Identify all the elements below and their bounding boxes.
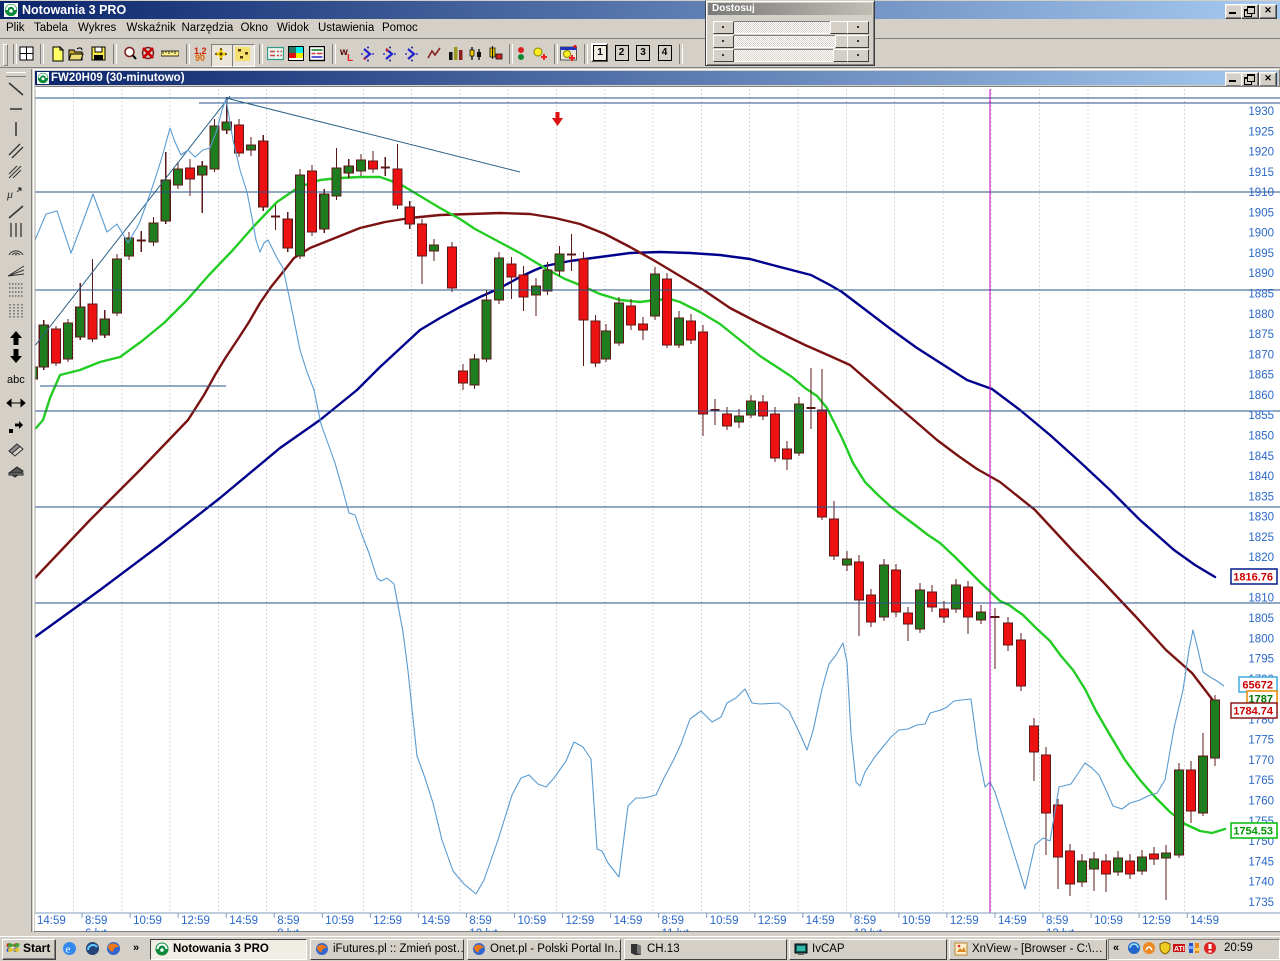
svg-text:1825: 1825 <box>1248 532 1274 544</box>
svg-text:1865: 1865 <box>1248 370 1274 382</box>
svg-text:12:59: 12:59 <box>758 915 787 927</box>
svg-text:14:59: 14:59 <box>806 915 835 927</box>
svg-text:14:59: 14:59 <box>37 915 66 927</box>
svg-text:14:59: 14:59 <box>421 915 450 927</box>
svg-text:L: L <box>347 53 353 62</box>
svg-text:10:59: 10:59 <box>1094 915 1123 927</box>
svg-text:w: w <box>340 47 348 58</box>
svg-text:abc: abc <box>7 374 25 386</box>
svg-text:1765: 1765 <box>1248 775 1274 787</box>
svg-text:1915: 1915 <box>1248 167 1274 179</box>
svg-text:65672: 65672 <box>1242 680 1273 692</box>
svg-text:1875: 1875 <box>1248 329 1274 341</box>
svg-text:14:59: 14:59 <box>998 915 1027 927</box>
svg-text:1870: 1870 <box>1248 349 1274 361</box>
svg-text:9 lut: 9 lut <box>277 928 300 932</box>
svg-text:1900: 1900 <box>1248 228 1274 240</box>
svg-text:1925: 1925 <box>1248 126 1274 138</box>
svg-text:1760: 1760 <box>1248 796 1274 808</box>
svg-text:8:59: 8:59 <box>662 915 684 927</box>
svg-text:1820: 1820 <box>1248 552 1274 564</box>
svg-text:12:59: 12:59 <box>566 915 595 927</box>
svg-text:1855: 1855 <box>1248 410 1274 422</box>
svg-text:1895: 1895 <box>1248 248 1274 260</box>
svg-text:8:59: 8:59 <box>277 915 299 927</box>
svg-text:12:59: 12:59 <box>1142 915 1171 927</box>
svg-text:1920: 1920 <box>1248 147 1274 159</box>
svg-text:12:59: 12:59 <box>181 915 210 927</box>
svg-text:1740: 1740 <box>1248 877 1274 889</box>
svg-text:10:59: 10:59 <box>133 915 162 927</box>
svg-text:1885: 1885 <box>1248 289 1274 301</box>
svg-text:1775: 1775 <box>1248 735 1274 747</box>
svg-text:1930: 1930 <box>1248 106 1274 118</box>
svg-text:11 lut: 11 lut <box>662 928 690 932</box>
svg-text:1754.53: 1754.53 <box>1233 826 1273 838</box>
svg-text:14:59: 14:59 <box>1190 915 1219 927</box>
svg-text:10:59: 10:59 <box>325 915 354 927</box>
svg-text:e: e <box>66 944 71 956</box>
svg-text:10:59: 10:59 <box>902 915 931 927</box>
svg-text:8:59: 8:59 <box>85 915 107 927</box>
svg-text:1816.76: 1816.76 <box>1233 572 1273 584</box>
svg-text:90: 90 <box>195 53 205 62</box>
svg-text:1880: 1880 <box>1248 309 1274 321</box>
svg-text:8:59: 8:59 <box>469 915 491 927</box>
svg-text:μ: μ <box>6 187 13 201</box>
svg-text:1,2: 1,2 <box>194 46 207 56</box>
svg-text:1735: 1735 <box>1248 897 1274 909</box>
svg-text:1910: 1910 <box>1248 187 1274 199</box>
svg-text:1840: 1840 <box>1248 471 1274 483</box>
svg-text:1835: 1835 <box>1248 491 1274 503</box>
svg-text:1784.74: 1784.74 <box>1233 706 1274 718</box>
svg-text:14:59: 14:59 <box>614 915 643 927</box>
svg-text:1800: 1800 <box>1248 633 1274 645</box>
svg-text:1845: 1845 <box>1248 451 1274 463</box>
svg-text:1745: 1745 <box>1248 856 1274 868</box>
svg-text:8:59: 8:59 <box>1046 915 1068 927</box>
svg-text:10:59: 10:59 <box>518 915 547 927</box>
svg-text:12:59: 12:59 <box>373 915 402 927</box>
svg-text:14:59: 14:59 <box>229 915 258 927</box>
svg-text:1830: 1830 <box>1248 512 1274 524</box>
svg-text:8:59: 8:59 <box>854 915 876 927</box>
svg-text:1850: 1850 <box>1248 431 1274 443</box>
svg-text:ATI: ATI <box>1174 946 1185 953</box>
svg-text:1805: 1805 <box>1248 613 1274 625</box>
svg-text:1905: 1905 <box>1248 207 1274 219</box>
svg-text:6 lut: 6 lut <box>85 928 108 932</box>
svg-text:13 lut: 13 lut <box>1046 928 1075 932</box>
svg-text:12 lut: 12 lut <box>854 928 883 932</box>
svg-text:1860: 1860 <box>1248 390 1274 402</box>
svg-text:1770: 1770 <box>1248 755 1274 767</box>
svg-text:1750: 1750 <box>1248 836 1274 848</box>
svg-text:1795: 1795 <box>1248 654 1274 666</box>
svg-text:12:59: 12:59 <box>950 915 979 927</box>
svg-text:1890: 1890 <box>1248 268 1274 280</box>
svg-text:10 lut: 10 lut <box>469 928 498 932</box>
svg-text:10:59: 10:59 <box>710 915 739 927</box>
svg-text:1810: 1810 <box>1248 593 1274 605</box>
